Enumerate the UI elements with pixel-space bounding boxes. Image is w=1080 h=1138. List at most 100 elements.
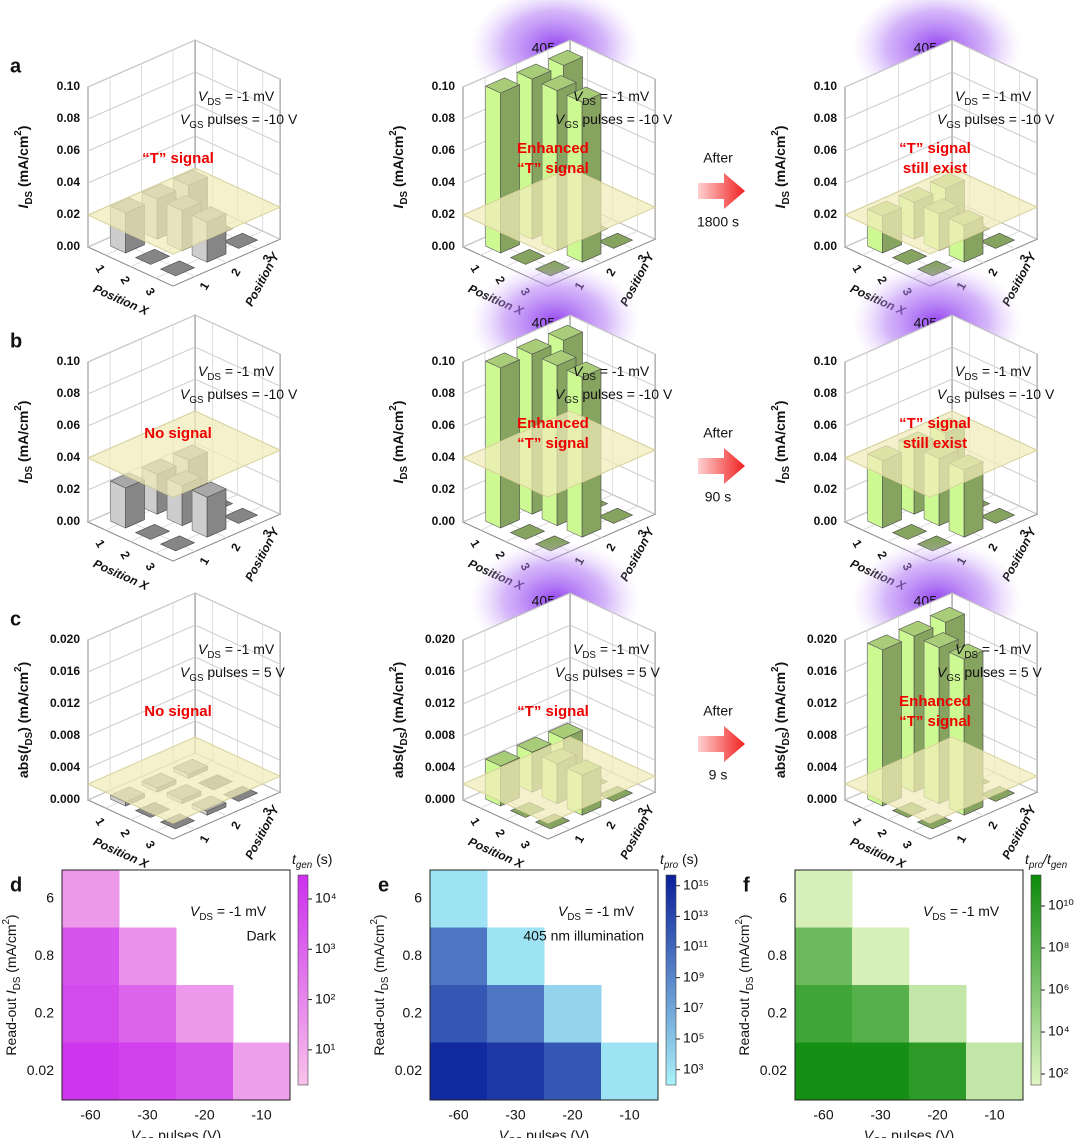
- depth-tick-label: 2: [985, 819, 1001, 832]
- signal-annotation: Enhanced: [517, 140, 589, 157]
- text-segment: gen: [1051, 860, 1067, 871]
- text-segment: V: [180, 111, 191, 127]
- bar: [597, 507, 634, 524]
- text-segment: 2: [13, 666, 24, 672]
- threshold-plane: [461, 736, 657, 824]
- y-tick-label: 6: [414, 889, 422, 905]
- text-segment: GS: [564, 120, 579, 131]
- y-tick-label: 0.02: [814, 482, 838, 496]
- text-segment: V: [937, 111, 948, 127]
- text-segment: V: [573, 641, 584, 657]
- y-tick-label: 0.04: [432, 450, 456, 464]
- signal-annotation: “T” signal: [517, 435, 589, 452]
- plot-frame: [429, 869, 659, 1101]
- bar-top: [566, 86, 602, 103]
- signal-annotation: “T” signal: [517, 160, 589, 177]
- vds-annotation: VDS = -1 mV: [955, 363, 1032, 383]
- text-segment: pro: [1028, 860, 1044, 871]
- y-tick-label: 0.008: [50, 728, 80, 742]
- x-tick-label: 3: [142, 560, 158, 573]
- y-tick-label: 0.020: [807, 632, 837, 646]
- text-segment: ) (mA/cm: [772, 672, 788, 732]
- vgs-annotation: VGS pulses = -10 V: [555, 386, 673, 406]
- y-axis-label: IDS (mA/cm2): [770, 126, 792, 209]
- text-segment: Read-out: [3, 994, 19, 1055]
- signal-annotation: Enhanced: [899, 693, 971, 710]
- bar: [222, 507, 259, 524]
- depth-tick-label: 2: [228, 541, 244, 554]
- x-tick-label: 2: [117, 827, 133, 840]
- condition-note: Dark: [246, 928, 277, 944]
- heatmap-cell: [544, 985, 602, 1043]
- heatmap-cell: [62, 870, 120, 928]
- heatmap-cell: [430, 927, 488, 986]
- y-tick-label: 0.2: [35, 1004, 55, 1020]
- signal-annotation: “T” signal: [899, 140, 971, 157]
- y-tick-label: 0.02: [395, 1062, 422, 1078]
- text-segment: (s): [678, 851, 698, 867]
- y-axis-label: IDS (mA/cm2): [388, 401, 410, 484]
- text-segment: 2: [770, 666, 781, 672]
- text-segment: I: [390, 478, 406, 483]
- x-tick-label: 1: [92, 815, 108, 828]
- text-segment: (mA/cm: [390, 411, 406, 466]
- signal-annotation: No signal: [144, 425, 212, 442]
- text-segment: = -1 mV: [946, 903, 1000, 919]
- text-segment: pulses = -10 V: [961, 386, 1055, 402]
- text-segment: pulses = -10 V: [204, 111, 298, 127]
- text-segment: V: [555, 386, 566, 402]
- bar-top: [484, 352, 521, 369]
- text-segment: = -1 mV: [978, 641, 1032, 657]
- y-axis-label: abs(IDS) (mA/cm2): [770, 662, 792, 778]
- y-tick-label: 0.016: [807, 664, 837, 678]
- y-tick-label: 0.06: [432, 418, 456, 432]
- y-tick-label: 6: [46, 889, 54, 905]
- bar: [979, 507, 1016, 524]
- heatmap-cell: [119, 927, 177, 986]
- bar: [509, 523, 546, 540]
- text-segment: (mA/cm: [772, 411, 788, 466]
- y-tick-label: 0.04: [814, 175, 838, 189]
- signal-annotation: No signal: [144, 703, 212, 720]
- grid-line: [844, 39, 1038, 88]
- text-segment: DS: [964, 650, 978, 661]
- y-tick-label: 0.04: [432, 175, 456, 189]
- bar: [134, 523, 171, 540]
- text-segment: DS: [932, 912, 946, 923]
- text-segment: t: [1025, 851, 1030, 867]
- bar-top: [979, 232, 1016, 249]
- vds-annotation: VDS = -1 mV: [573, 88, 650, 108]
- y-tick-label: 0.10: [57, 354, 81, 368]
- text-segment: V: [955, 88, 966, 104]
- heatmap-cell: [795, 927, 853, 986]
- bar: [597, 232, 634, 249]
- x-tick-label: 1: [92, 262, 108, 275]
- bar-top: [516, 736, 552, 753]
- x-tick-label: -10: [619, 1107, 639, 1123]
- text-segment: V: [955, 363, 966, 379]
- heatmap-cell: [852, 1042, 910, 1101]
- vds-annotation: VDS = -1 mV: [190, 903, 267, 923]
- colorbar-tick-label: 10¹³: [683, 907, 708, 923]
- bar-top: [509, 523, 546, 540]
- depth-tick-label: 2: [228, 819, 244, 832]
- transition-label: 9 s: [709, 767, 728, 783]
- threshold-plane: [86, 410, 282, 498]
- text-segment: V: [923, 903, 934, 919]
- text-segment: V: [573, 363, 584, 379]
- y-axis-label: IDS (mA/cm2): [388, 126, 410, 209]
- bar-top: [484, 77, 521, 94]
- y-tick-label: 0.000: [50, 792, 80, 806]
- text-segment: ): [390, 401, 406, 406]
- text-segment: 2: [369, 919, 380, 924]
- text-segment: DS: [582, 372, 596, 383]
- text-segment: = -1 mV: [221, 641, 275, 657]
- y-tick-label: 0.008: [807, 728, 837, 742]
- y-tick-label: 0.8: [768, 947, 788, 963]
- bar-top: [923, 632, 959, 649]
- depth-tick-label: 1: [954, 832, 970, 845]
- y-tick-label: 0.06: [814, 418, 838, 432]
- text-segment: ): [15, 662, 31, 667]
- bar-top: [547, 324, 584, 341]
- colorbar-tick-label: 10⁸: [1048, 939, 1070, 955]
